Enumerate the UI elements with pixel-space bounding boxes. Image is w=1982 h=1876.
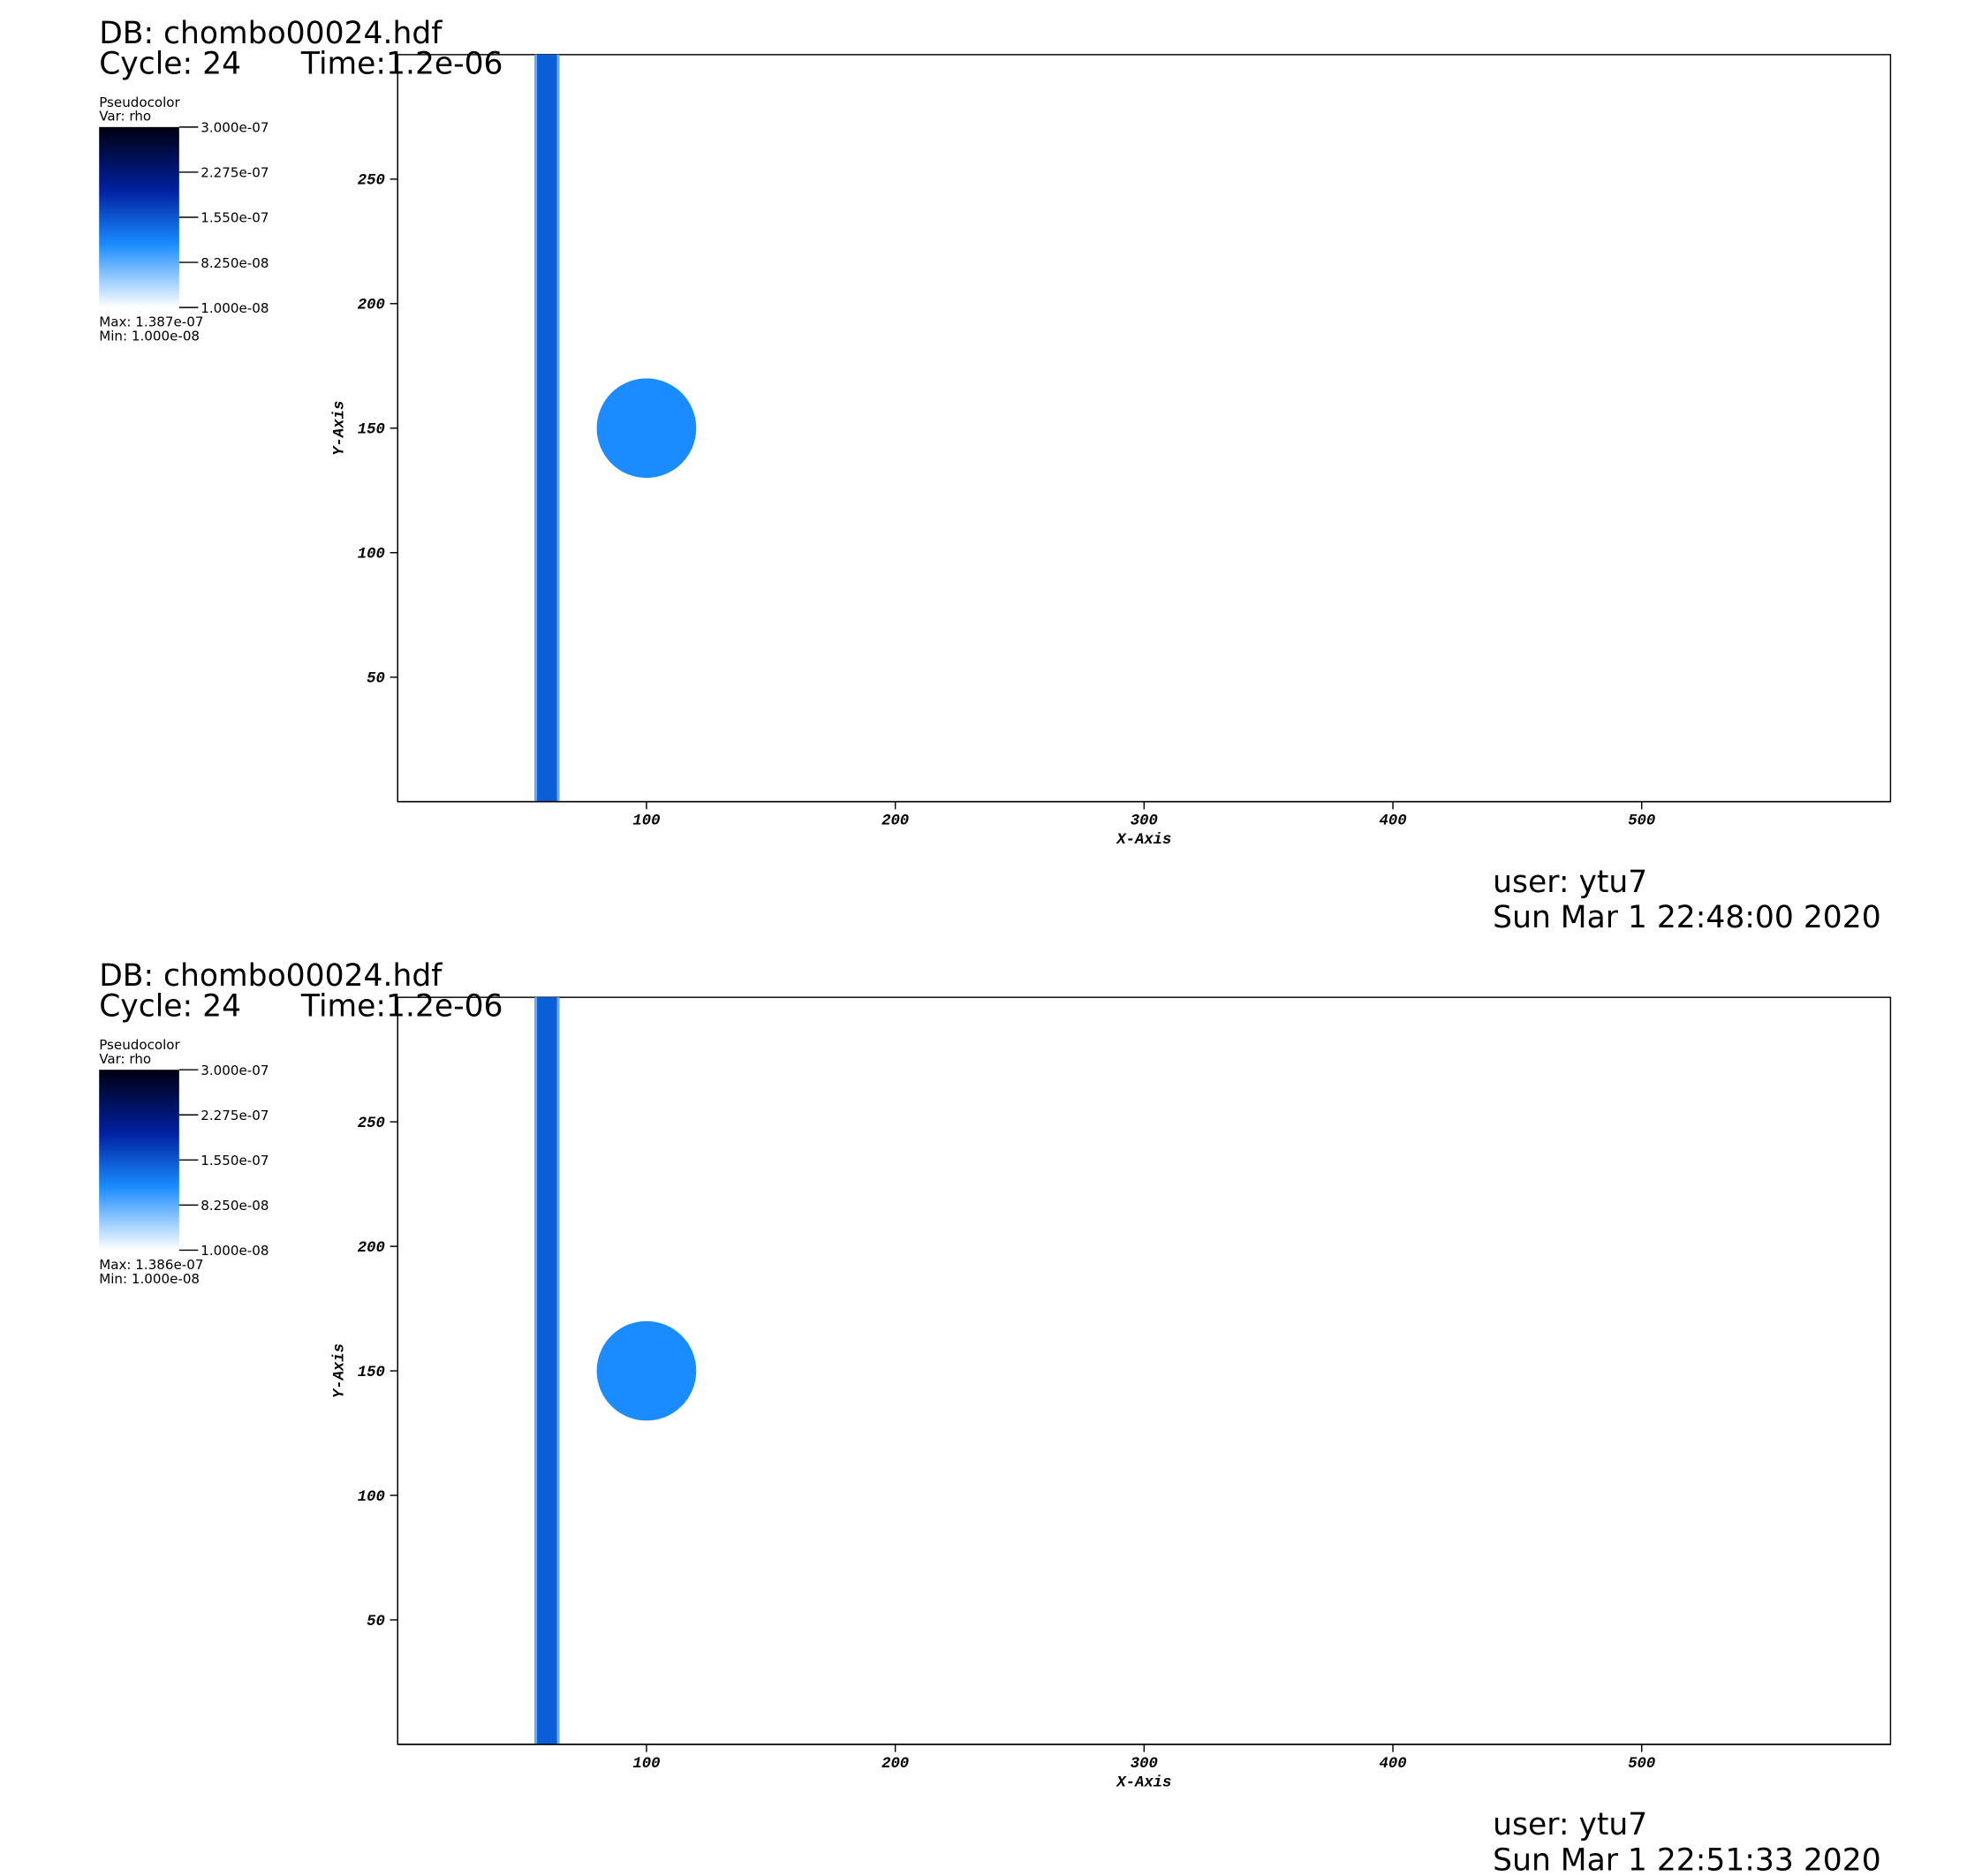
colorbar-tick-label: 8.250e-08 (200, 255, 269, 271)
band-edge (534, 54, 538, 802)
y-tick-label: 50 (367, 1614, 385, 1630)
y-tick-label: 100 (358, 1489, 385, 1506)
legend-title: Pseudocolor (99, 95, 180, 110)
colorbar-tick-label: 2.275e-07 (200, 165, 269, 181)
x-tick-label: 300 (1131, 1756, 1158, 1773)
band-edge (556, 54, 560, 802)
y-tick-label: 250 (358, 173, 385, 190)
legend-max: Max: 1.386e-07 (99, 1257, 203, 1273)
y-tick-label: 200 (358, 1240, 385, 1257)
colorbar-tick-label: 3.000e-07 (200, 1063, 269, 1078)
y-tick-label: 100 (358, 546, 385, 563)
x-axis-label: X-Axis (1116, 832, 1171, 849)
colorbar-tick-label: 1.000e-08 (200, 300, 269, 316)
y-axis-label: Y-Axis (331, 1343, 348, 1398)
user: user: ytu7 (1493, 865, 1647, 900)
colorbar-tick-label: 8.250e-08 (200, 1198, 269, 1214)
cycle: Cycle: 24 (99, 46, 241, 81)
db-name: DB: chombo00024.hdf (99, 958, 443, 994)
x-axis-label: X-Axis (1116, 1774, 1171, 1791)
band-edge (534, 997, 538, 1744)
time: Time:1.2e-06 (300, 989, 503, 1025)
colorbar (99, 1070, 179, 1251)
colorbar (99, 126, 179, 308)
y-tick-label: 150 (358, 1365, 385, 1381)
x-tick-label: 200 (881, 813, 909, 830)
db-name: DB: chombo00024.hdf (99, 16, 443, 51)
legend-var: Var: rho (99, 109, 151, 125)
cycle: Cycle: 24 (99, 989, 241, 1025)
colorbar-tick-label: 3.000e-07 (200, 120, 269, 136)
colorbar-tick-label: 2.275e-07 (200, 1108, 269, 1123)
legend-min: Min: 1.000e-08 (99, 1271, 200, 1287)
x-tick-label: 500 (1628, 1756, 1655, 1773)
date: Sun Mar 1 22:48:00 2020 (1493, 900, 1880, 935)
colorbar-tick-label: 1.550e-07 (200, 210, 269, 226)
date: Sun Mar 1 22:51:33 2020 (1493, 1842, 1880, 1876)
density-blob (596, 378, 697, 479)
x-tick-label: 500 (1628, 813, 1655, 830)
x-tick-label: 400 (1379, 813, 1406, 830)
y-tick-label: 250 (358, 1116, 385, 1132)
user: user: ytu7 (1493, 1807, 1647, 1842)
y-tick-label: 150 (358, 422, 385, 439)
legend-var: Var: rho (99, 1051, 151, 1067)
time: Time:1.2e-06 (300, 46, 503, 81)
band-edge (556, 997, 560, 1744)
legend-max: Max: 1.387e-07 (99, 314, 203, 330)
colorbar-tick-label: 1.550e-07 (200, 1153, 269, 1169)
x-tick-label: 400 (1379, 1756, 1406, 1773)
x-tick-label: 200 (881, 1756, 909, 1773)
x-tick-label: 100 (632, 1756, 660, 1773)
colorbar-tick-label: 1.000e-08 (200, 1243, 269, 1259)
legend-min: Min: 1.000e-08 (99, 329, 200, 344)
density-blob (596, 1320, 697, 1421)
x-tick-label: 100 (632, 813, 660, 830)
density-band (534, 54, 560, 802)
density-band (534, 997, 560, 1744)
legend-title: Pseudocolor (99, 1037, 180, 1053)
y-axis-label: Y-Axis (331, 401, 348, 456)
x-tick-label: 300 (1131, 813, 1158, 830)
y-tick-label: 200 (358, 298, 385, 314)
y-tick-label: 50 (367, 670, 385, 687)
